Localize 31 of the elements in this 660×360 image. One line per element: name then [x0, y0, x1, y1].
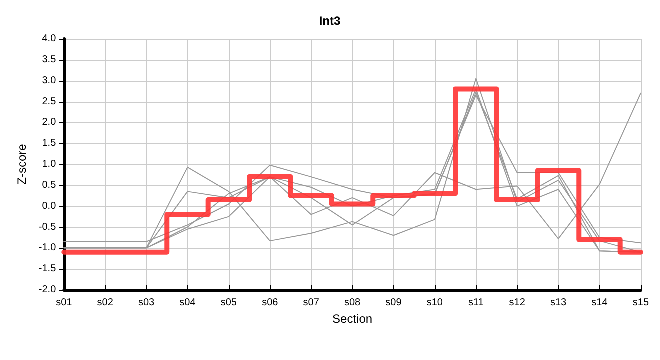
x-tick-label: s01 — [56, 298, 73, 308]
x-tick-label: s04 — [180, 298, 196, 308]
x-axis-title: Section — [332, 312, 373, 326]
x-tick-label: s09 — [386, 298, 402, 308]
y-tick-label: -1.0 — [38, 242, 57, 254]
x-tick-label: s10 — [426, 298, 444, 308]
y-tick-label: 1.0 — [42, 159, 57, 170]
y-tick-label: 0.0 — [42, 200, 57, 212]
chart-title: Int3 — [319, 14, 341, 28]
y-tick-label: 0.5 — [42, 180, 57, 191]
y-tick-label: 2.5 — [42, 96, 57, 108]
y-tick-label: -2.0 — [38, 284, 57, 296]
x-tick-label: s05 — [220, 298, 238, 308]
x-tick-label: s03 — [138, 298, 156, 308]
y-tick-label: 1.5 — [42, 138, 57, 150]
y-tick-label: 2.0 — [42, 117, 57, 128]
y-tick-label: -0.5 — [38, 222, 57, 233]
y-tick-label: 3.5 — [42, 54, 57, 66]
y-axis-title: Z-score — [15, 144, 29, 185]
x-tick-label: s06 — [262, 298, 279, 308]
y-tick-label: 4.0 — [42, 34, 57, 44]
y-tick-label: 3.0 — [42, 75, 57, 86]
x-tick-label: s13 — [550, 298, 568, 308]
y-tick-label: -1.5 — [38, 264, 57, 275]
x-tick-label: s14 — [592, 298, 608, 308]
x-tick-label: s11 — [468, 298, 484, 308]
x-tick-label: s02 — [97, 298, 114, 308]
x-tick-label: s08 — [344, 298, 362, 308]
x-tick-label: s15 — [632, 298, 650, 308]
x-tick-label: s07 — [303, 298, 320, 308]
x-tick-label: s12 — [509, 298, 526, 308]
